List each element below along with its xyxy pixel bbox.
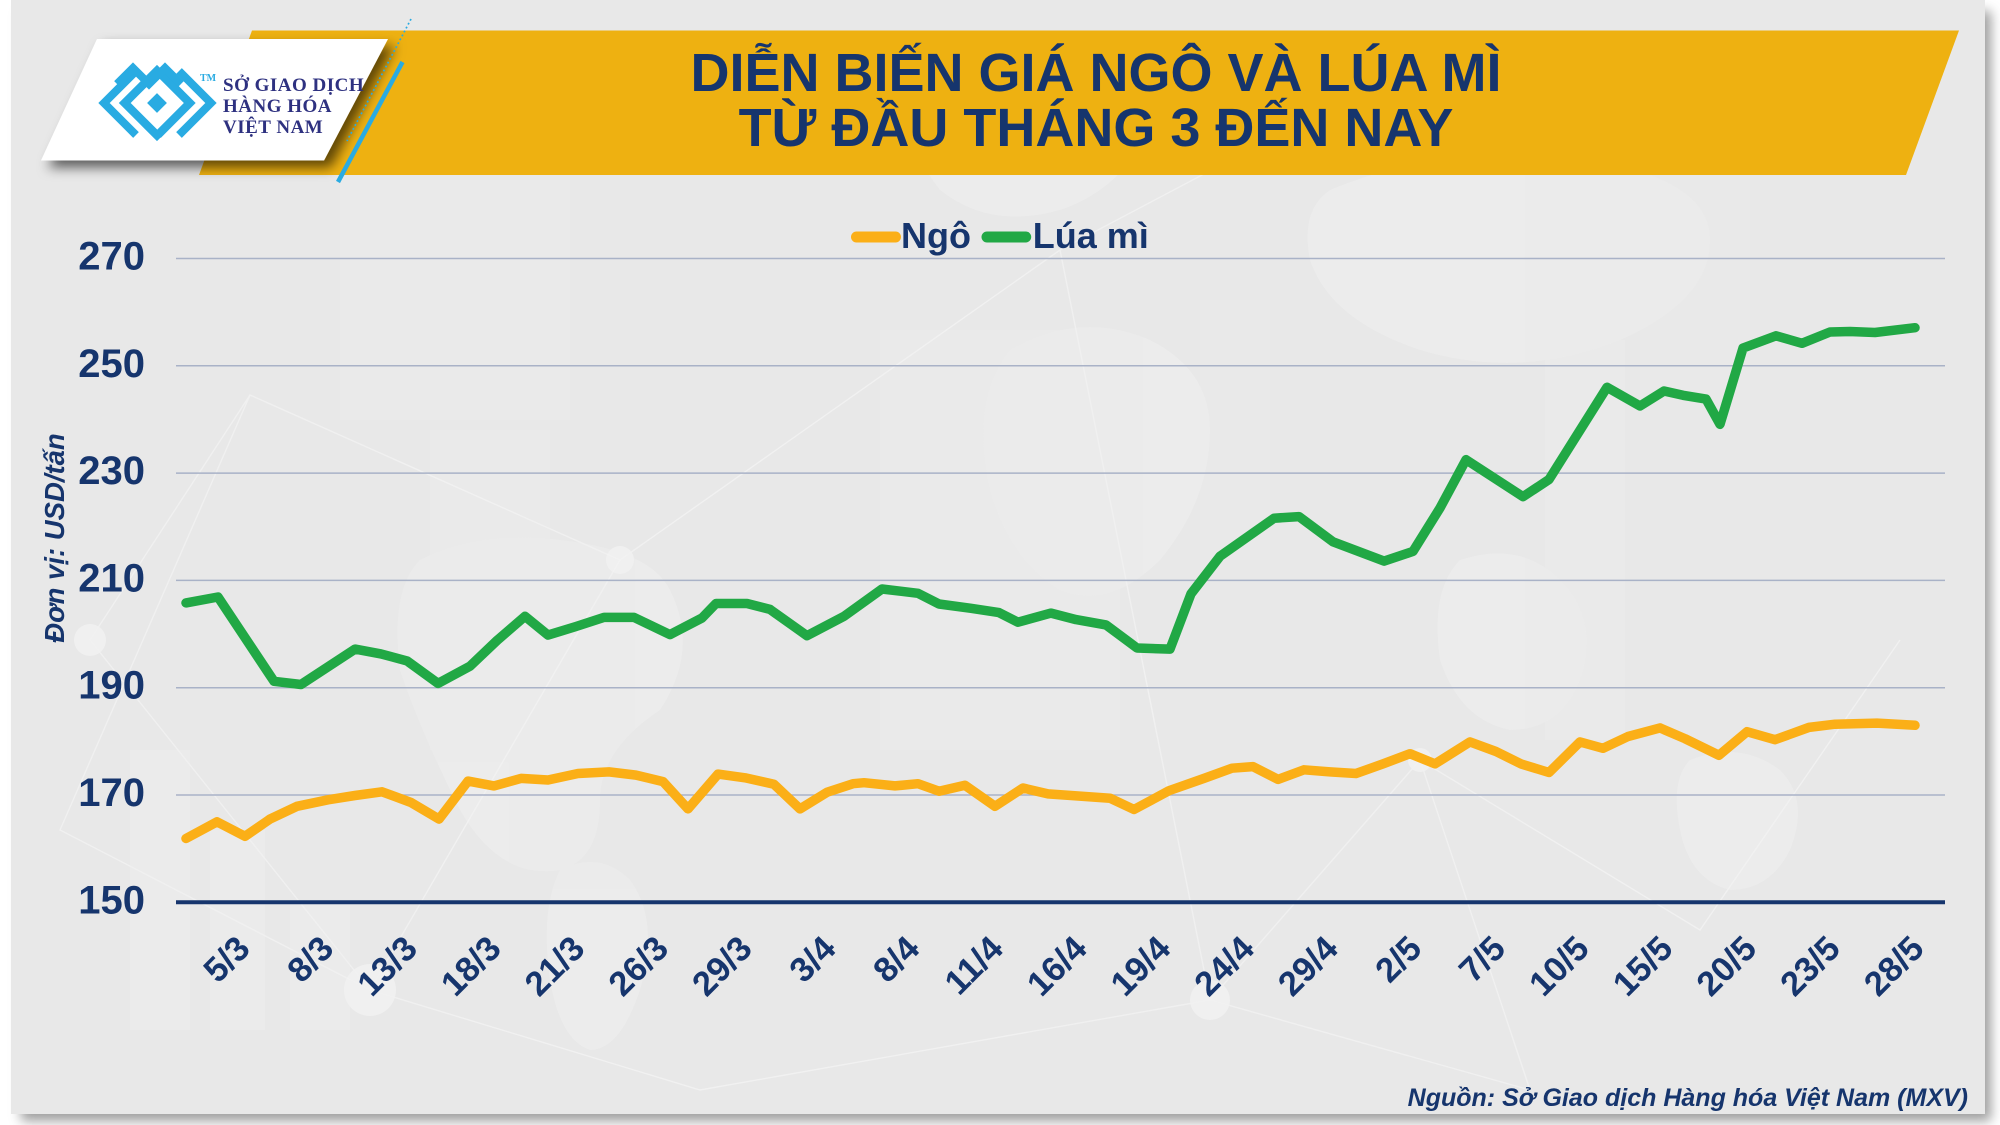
svg-text:SỞ GIAO DỊCH: SỞ GIAO DỊCH xyxy=(223,74,364,96)
svg-text:Lúa mì: Lúa mì xyxy=(1033,215,1149,256)
svg-text:VIỆT NAM: VIỆT NAM xyxy=(223,116,323,138)
svg-text:TM: TM xyxy=(200,73,217,84)
svg-text:170: 170 xyxy=(78,771,145,815)
svg-text:Đơn vị: USD/tấn: Đơn vị: USD/tấn xyxy=(39,433,70,642)
svg-text:DIỄN BIẾN GIÁ NGÔ VÀ LÚA MÌ: DIỄN BIẾN GIÁ NGÔ VÀ LÚA MÌ xyxy=(690,42,1501,103)
svg-text:270: 270 xyxy=(78,235,145,279)
svg-text:250: 250 xyxy=(78,342,145,386)
svg-text:230: 230 xyxy=(78,449,145,493)
svg-text:TỪ ĐẦU THÁNG 3 ĐẾN NAY: TỪ ĐẦU THÁNG 3 ĐẾN NAY xyxy=(739,98,1454,158)
svg-text:Nguồn: Sở Giao dịch Hàng hóa V: Nguồn: Sở Giao dịch Hàng hóa Việt Nam (M… xyxy=(1408,1084,1968,1112)
svg-text:HÀNG HÓA: HÀNG HÓA xyxy=(223,95,332,117)
svg-text:210: 210 xyxy=(78,556,145,600)
svg-text:150: 150 xyxy=(78,878,145,922)
svg-text:190: 190 xyxy=(78,664,145,708)
svg-text:Ngô: Ngô xyxy=(901,215,971,256)
